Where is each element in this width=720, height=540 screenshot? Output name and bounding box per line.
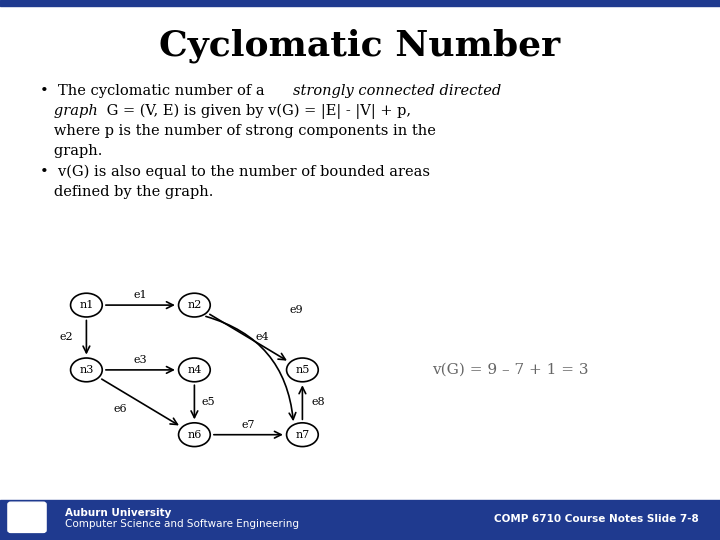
Text: •  The cyclomatic number of a: • The cyclomatic number of a — [40, 84, 269, 98]
Text: n1: n1 — [79, 300, 94, 310]
Text: G = (V, E) is given by v(G) = |E| - |V| + p,: G = (V, E) is given by v(G) = |E| - |V| … — [102, 104, 411, 119]
Text: n5: n5 — [295, 365, 310, 375]
Circle shape — [179, 423, 210, 447]
Text: Auburn University: Auburn University — [65, 508, 171, 518]
Text: e5: e5 — [202, 397, 215, 407]
Text: AU: AU — [19, 512, 35, 522]
Text: Computer Science and Software Engineering: Computer Science and Software Engineerin… — [65, 519, 299, 529]
Text: Cyclomatic Number: Cyclomatic Number — [159, 29, 561, 63]
Text: graph: graph — [40, 104, 97, 118]
Text: e9: e9 — [290, 305, 303, 315]
Circle shape — [287, 423, 318, 447]
Text: e2: e2 — [60, 333, 73, 342]
Text: e6: e6 — [114, 404, 127, 414]
Text: n6: n6 — [187, 430, 202, 440]
Text: strongly connected directed: strongly connected directed — [293, 84, 501, 98]
FancyBboxPatch shape — [8, 502, 46, 532]
Text: n7: n7 — [295, 430, 310, 440]
Circle shape — [179, 358, 210, 382]
Text: e1: e1 — [134, 291, 147, 300]
Circle shape — [179, 293, 210, 317]
Text: defined by the graph.: defined by the graph. — [40, 185, 213, 199]
Circle shape — [287, 358, 318, 382]
Text: where p is the number of strong components in the: where p is the number of strong componen… — [40, 124, 436, 138]
Text: e8: e8 — [312, 397, 325, 407]
Text: e3: e3 — [134, 355, 147, 365]
Circle shape — [71, 293, 102, 317]
Text: n3: n3 — [79, 365, 94, 375]
Text: COMP 6710 Course Notes Slide 7-8: COMP 6710 Course Notes Slide 7-8 — [494, 515, 698, 524]
Text: graph.: graph. — [40, 144, 102, 158]
Text: •  v(G) is also equal to the number of bounded areas: • v(G) is also equal to the number of bo… — [40, 165, 430, 179]
Text: n4: n4 — [187, 365, 202, 375]
Bar — [0, 0, 720, 6]
Circle shape — [71, 358, 102, 382]
Text: e7: e7 — [242, 420, 255, 430]
FancyArrowPatch shape — [206, 316, 296, 420]
Bar — [0, 500, 720, 540]
Text: v(G) = 9 – 7 + 1 = 3: v(G) = 9 – 7 + 1 = 3 — [432, 363, 588, 377]
Text: e4: e4 — [256, 333, 269, 342]
Text: n2: n2 — [187, 300, 202, 310]
